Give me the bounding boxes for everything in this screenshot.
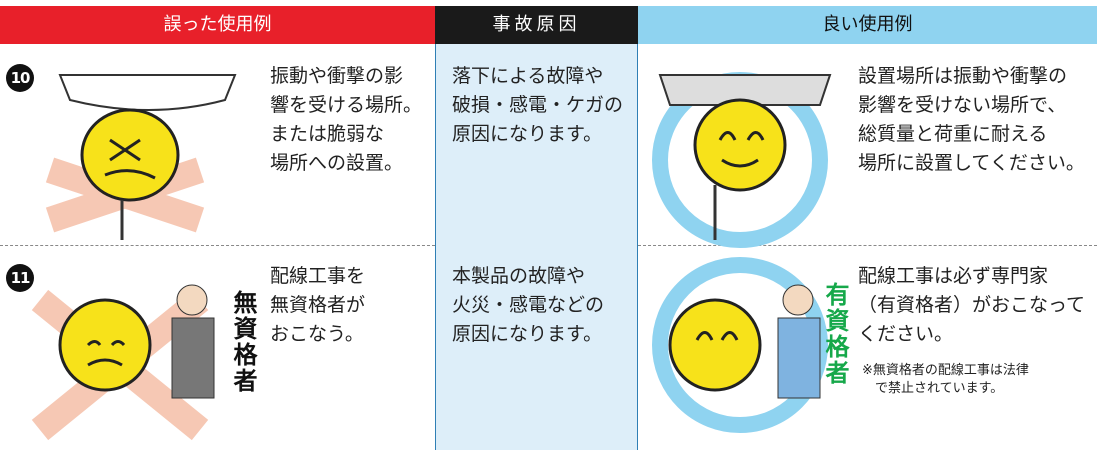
note: ※無資格者の配線工事は法律で禁止されています。 [862, 362, 1029, 398]
text-line: 落下による故障や [452, 65, 604, 87]
row-separator [638, 245, 1097, 246]
qualified-label: 有資格者 [821, 282, 849, 386]
text-line: おこなう。 [270, 323, 364, 345]
cause-column [435, 44, 638, 450]
text-line: 響を受ける場所。 [270, 94, 423, 116]
row-number: 10 [6, 64, 34, 92]
cause-text: 本製品の故障や 火災・感電などの 原因になります。 [452, 262, 604, 349]
good-illustration-2 [652, 257, 828, 433]
text-line: 無資格者が [270, 294, 366, 316]
text-line: 設置場所は振動や衝撃の [858, 65, 1068, 87]
text-line: 破損・感電・ケガの [452, 94, 624, 116]
good-text: 設置場所は振動や衝撃の 影響を受けない場所で、 総質量と荷重に耐える場所に設置してく… [858, 62, 1085, 178]
header-cause: 事故原因 [435, 6, 638, 44]
cause-text: 落下による故障や 破損・感電・ケガの 原因になります。 [452, 62, 623, 149]
bad-text: 配線工事を無資格者がおこなう。 [270, 262, 365, 349]
text-line: 配線工事を [270, 265, 366, 287]
row-number: 11 [6, 264, 34, 292]
text-line: 配線工事は必ず専門家 [858, 265, 1049, 287]
good-text: 配線工事は必ず専門家 （有資格者）がおこなって ください。 [858, 262, 1085, 349]
bad-text: 振動や衝撃の影 響を受ける場所。 または脆弱な 場所への設置。 [270, 62, 422, 178]
text-line: 場所への設置。 [270, 152, 404, 174]
bad-illustration-2 [31, 284, 215, 441]
text-line: 振動や衝撃の影 [270, 65, 404, 87]
good-illustration-1 [652, 72, 832, 248]
text-line: 場所に設置してください。 [858, 152, 1085, 174]
header-bad: 誤った使用例 [0, 6, 435, 44]
text-line: または脆弱な [270, 123, 385, 145]
note-line: ※無資格者の配線工事は法律 [862, 363, 1029, 378]
bad-illustration-1 [45, 74, 237, 240]
text-line: ください。 [858, 323, 954, 345]
text-line: 火災・感電などの [452, 294, 605, 316]
text-line: 原因になります。 [452, 323, 603, 345]
text-line: 原因になります。 [452, 123, 603, 145]
row-separator [0, 245, 435, 246]
unqualified-label: 無資格者 [229, 290, 257, 394]
text-line: 本製品の故障や [452, 265, 586, 287]
header-good: 良い使用例 [638, 6, 1097, 44]
note-line: で禁止されています。 [875, 381, 1004, 396]
text-line: 総質量と荷重に耐える [858, 123, 1048, 145]
text-line: 影響を受けない場所で、 [858, 94, 1067, 116]
text-line: （有資格者）がおこなって [858, 294, 1086, 316]
